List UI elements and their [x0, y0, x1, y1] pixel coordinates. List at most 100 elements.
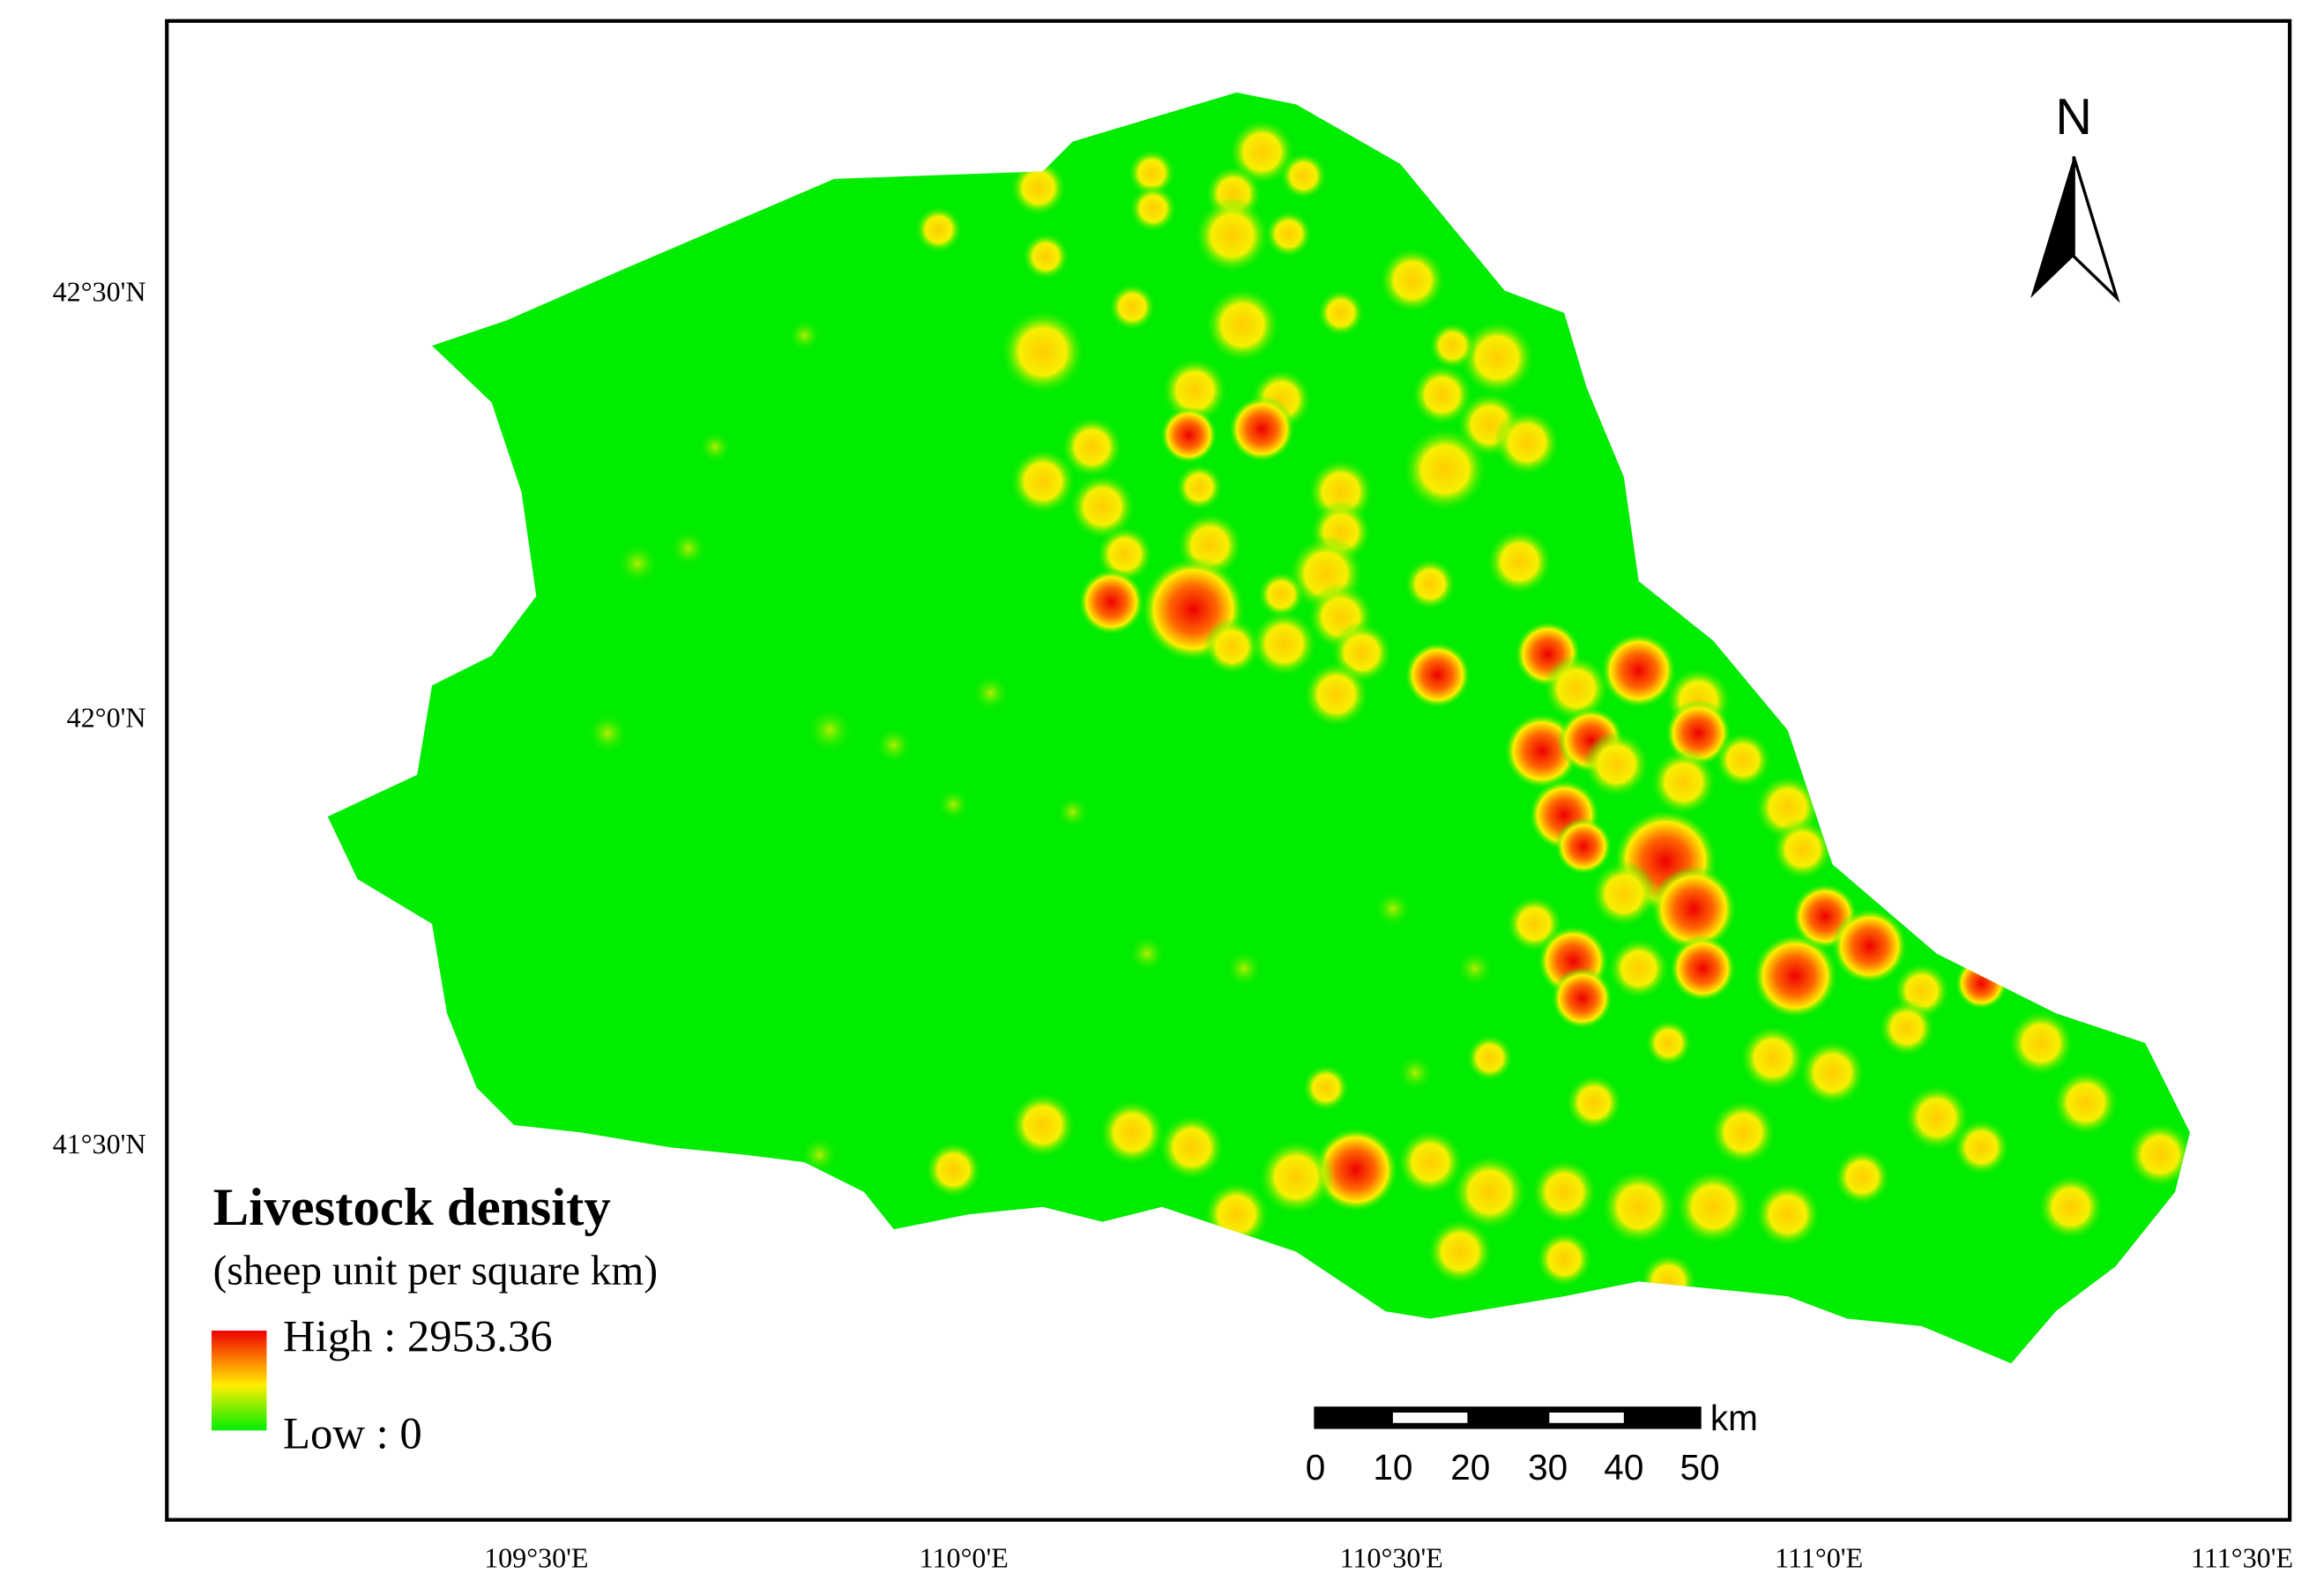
hotspot	[1396, 1054, 1434, 1093]
hotspot	[1009, 1091, 1076, 1159]
hotspot	[1456, 949, 1494, 988]
hotspot	[1158, 1114, 1225, 1182]
density-hotspots	[586, 118, 2190, 1310]
hotspot	[1771, 818, 1834, 881]
hotspot	[2007, 1010, 2074, 1077]
lat-label: 41°30'N	[53, 1128, 146, 1160]
hotspot	[1607, 937, 1670, 1000]
scale-label: 50	[1680, 1447, 1719, 1488]
scale-label: 0	[1306, 1447, 1326, 1488]
hotspot	[669, 529, 708, 568]
hotspot	[1551, 967, 1613, 1030]
north-arrow-right	[2072, 156, 2120, 303]
hotspot	[1583, 731, 1650, 798]
legend-high: High : 2953.36	[283, 1312, 553, 1361]
map-frame	[165, 19, 2292, 1522]
hotspot	[1009, 448, 1076, 515]
hotspot	[1451, 1153, 1529, 1231]
hotspot	[1225, 949, 1263, 988]
hotspot	[1565, 1074, 1623, 1131]
lon-label: 111°0'E	[1775, 1542, 1863, 1574]
hotspot	[1128, 934, 1166, 973]
hotspot	[914, 205, 963, 254]
hotspot	[1099, 1099, 1166, 1167]
scale-bar-frame	[1314, 1406, 1702, 1429]
scale-label: 10	[1373, 1447, 1412, 1488]
hotspot	[1752, 933, 1838, 1019]
hotspot	[1402, 426, 1488, 513]
hotspot	[1955, 957, 2008, 1010]
hotspot	[972, 674, 1010, 712]
hotspot	[1022, 232, 1070, 280]
hotspot	[1404, 557, 1456, 611]
hotspot	[1878, 999, 1936, 1057]
hotspot	[1175, 463, 1224, 511]
lon-label: 109°30'E	[484, 1542, 588, 1574]
scale-label: 20	[1450, 1447, 1490, 1488]
scale-label: 30	[1528, 1447, 1568, 1488]
hotspot	[1203, 617, 1261, 675]
hotspot	[1250, 610, 1318, 677]
hotspot	[800, 1136, 838, 1175]
hotspot	[1404, 641, 1471, 709]
hotspot	[1264, 210, 1313, 258]
hotspot	[1159, 406, 1218, 464]
hotspot	[1600, 632, 1677, 709]
hotspot	[1128, 184, 1177, 233]
hotspot	[1531, 1159, 1598, 1226]
hotspot	[1903, 1084, 1970, 1152]
hotspot	[924, 1141, 982, 1198]
hotspot	[1374, 890, 1412, 928]
hotspot	[1754, 1181, 1821, 1249]
scale-unit: km	[1710, 1398, 1758, 1438]
hotspot	[936, 787, 971, 822]
hotspot	[1799, 1039, 1866, 1107]
hotspot	[1061, 415, 1123, 479]
hotspot	[1009, 159, 1068, 217]
hotspot	[1077, 568, 1145, 636]
hotspot	[1069, 473, 1136, 541]
hotspot	[1714, 731, 1772, 789]
hotspot	[1465, 1033, 1514, 1082]
scale-bar-segment	[1549, 1412, 1624, 1423]
hotspot	[1590, 861, 1657, 928]
hotspot	[1709, 1099, 1777, 1167]
lon-label: 110°30'E	[1340, 1542, 1443, 1574]
legend-low: Low : 0	[283, 1409, 422, 1458]
lat-label: 42°30'N	[53, 275, 146, 307]
hotspot	[1486, 528, 1553, 595]
hotspot	[1426, 1218, 1493, 1286]
hotspot	[1194, 197, 1270, 274]
hotspot	[1493, 409, 1561, 476]
hotspot	[1397, 1129, 1464, 1196]
hotspot	[1428, 322, 1477, 370]
hotspot	[1379, 246, 1446, 314]
hotspot	[875, 726, 913, 764]
hotspot	[1535, 1230, 1593, 1288]
hotspot	[615, 541, 659, 585]
hotspot	[1739, 1024, 1806, 1092]
hotspot	[2037, 1173, 2104, 1241]
hotspot	[2121, 1257, 2170, 1306]
region	[327, 92, 2190, 1364]
hotspot	[1650, 749, 1717, 817]
hotspot	[1257, 1138, 1335, 1216]
hotspot	[1600, 1168, 1677, 1246]
hotspot	[1301, 1063, 1350, 1112]
hotspot	[1203, 1181, 1270, 1249]
hotspot	[1674, 1168, 1752, 1246]
hotspot	[1316, 288, 1365, 337]
hotspot	[1096, 526, 1154, 584]
lon-label: 110°0'E	[920, 1542, 1009, 1574]
hotspot	[586, 712, 629, 755]
hotspot	[1644, 1018, 1693, 1067]
hotspot	[1257, 571, 1306, 619]
hotspot	[1302, 660, 1370, 728]
scale-bar-segment	[1392, 1412, 1468, 1423]
hotspot	[698, 430, 733, 464]
hotspot	[1650, 866, 1737, 952]
hotspot	[1411, 363, 1473, 427]
north-label: N	[2055, 89, 2091, 145]
